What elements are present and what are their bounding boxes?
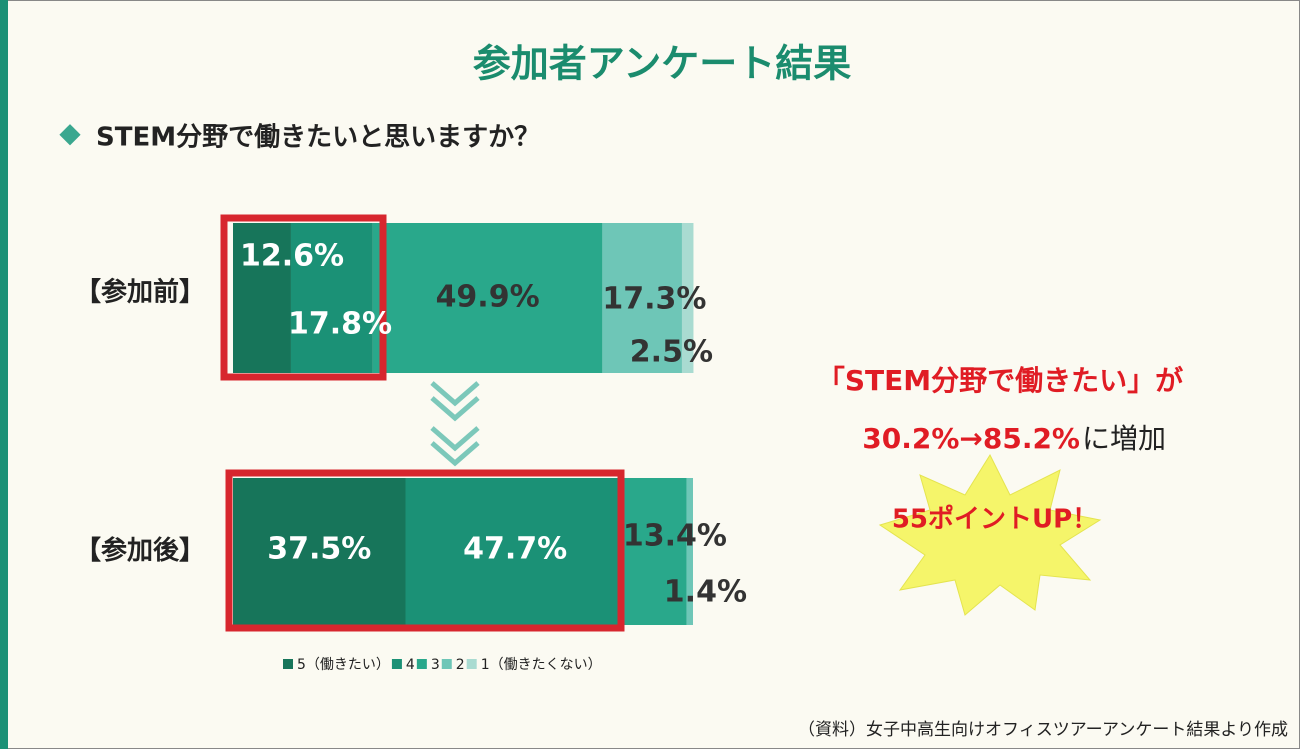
category-label: 【参加前】 <box>75 277 205 308</box>
value-label: 12.6% <box>240 239 344 274</box>
bar-segment <box>602 223 682 373</box>
legend-label: 2 <box>456 657 465 673</box>
source: （資料）女子中高生向けオフィスツアーアンケート結果より作成 <box>798 720 1288 740</box>
bullet <box>59 124 81 146</box>
value-label: 49.9% <box>436 280 540 315</box>
title: 参加者アンケート結果 <box>473 42 851 86</box>
legend-swatch <box>416 659 427 669</box>
legend-label: 5（働きたい） <box>297 657 390 673</box>
legend-label: 3 <box>431 657 440 673</box>
bar-segment <box>290 223 373 373</box>
annotation: に増加 <box>1082 422 1166 455</box>
side-bar <box>0 0 8 749</box>
starburst <box>878 453 1102 616</box>
bar-segment <box>686 478 693 625</box>
legend: 5（働きたい） 4 3 2 1（働きたくない） <box>283 657 602 673</box>
subtitle: STEM分野で働きたいと思いますか？ <box>96 123 540 153</box>
bar-segment <box>405 478 625 625</box>
legend-swatch <box>391 659 402 669</box>
value-label: 1.4% <box>664 575 747 610</box>
highlight-box <box>225 469 625 632</box>
bar-segment <box>233 478 406 625</box>
bar-segment <box>372 223 603 373</box>
value-label: 17.8% <box>288 307 392 342</box>
annotation: 「STEM分野で働きたい」が <box>817 364 1183 397</box>
bars <box>233 223 694 625</box>
category-label: 【参加後】 <box>75 535 205 566</box>
legend-swatch <box>283 659 293 669</box>
legend-label: 1（働きたくない） <box>481 657 602 673</box>
legend-swatch <box>441 659 452 669</box>
annotation: 55ポイントUP！ <box>892 504 1098 535</box>
annotation: 30.2%→85.2% <box>862 422 1080 455</box>
legend-label: 4 <box>406 657 415 673</box>
value-label: 2.5% <box>630 335 713 370</box>
bar-segment <box>624 478 687 625</box>
value-label: 17.3% <box>602 282 706 317</box>
value-label: 37.5% <box>267 532 371 567</box>
value-label: 13.4% <box>623 519 727 554</box>
highlight-box <box>220 214 387 381</box>
bar-segment <box>233 223 291 373</box>
value-label: 47.7% <box>463 532 567 567</box>
bar-segment <box>681 223 694 373</box>
legend-swatch <box>466 659 477 669</box>
arrow-chevrons <box>430 381 480 467</box>
